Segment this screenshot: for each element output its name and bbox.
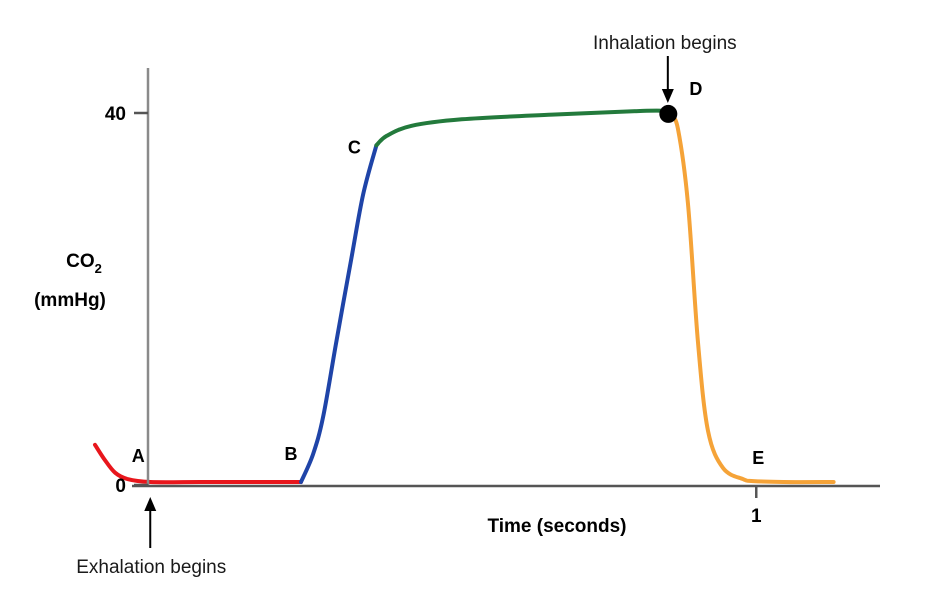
- annotation-inhalation: Inhalation begins: [593, 33, 737, 103]
- label-layer: A B C D E: [132, 79, 765, 468]
- curve-segment-b-c: [299, 143, 379, 484]
- y-tick-label-40: 40: [105, 104, 126, 125]
- annotation-text: Inhalation begins: [593, 33, 737, 54]
- curve-segment-c-d: [374, 108, 670, 148]
- point-label-e: E: [752, 448, 764, 468]
- point-label-c: C: [348, 137, 361, 157]
- curve-layer: [93, 108, 836, 485]
- y-tick-label-0: 0: [115, 476, 126, 497]
- y-axis-title-main: CO: [66, 251, 95, 272]
- curve-segment-d-e: [668, 113, 836, 485]
- annotation-text: Exhalation begins: [76, 557, 226, 578]
- tick-layer: 0 40 1: [105, 104, 762, 527]
- y-axis-unit: (mmHg): [34, 290, 106, 311]
- x-tick-label-1: 1: [751, 506, 762, 527]
- annotation-arrow-head: [661, 89, 674, 103]
- point-label-a: A: [132, 446, 145, 466]
- point-label-d: D: [689, 79, 702, 99]
- point-label-b: B: [285, 444, 298, 464]
- curve-segment-a-b: [93, 442, 303, 485]
- annotation-exhalation: Exhalation begins: [76, 497, 226, 578]
- y-axis-title-sub: 2: [95, 261, 102, 276]
- annotation-arrow-head: [144, 497, 157, 511]
- x-axis-title: Time (seconds): [487, 516, 626, 537]
- annotation-layer: Exhalation begins Inhalation begins: [76, 33, 736, 578]
- point-marker-d: [659, 104, 678, 123]
- y-axis-title: CO2: [66, 251, 102, 276]
